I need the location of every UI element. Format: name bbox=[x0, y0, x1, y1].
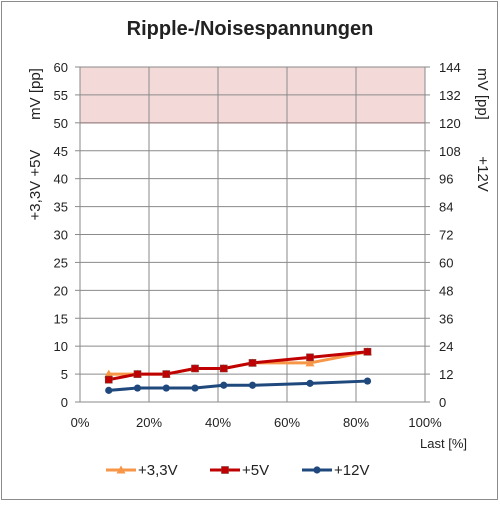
data-point-5v bbox=[133, 370, 142, 378]
y-right-tick-label: 84 bbox=[439, 200, 453, 215]
y-right-tick-label: 36 bbox=[439, 311, 453, 326]
y-axis-right-label-line1: +12V bbox=[474, 156, 491, 191]
x-axis-label: Last [%] bbox=[420, 436, 467, 451]
series-line-5v bbox=[108, 350, 368, 382]
data-point-12v bbox=[191, 384, 199, 392]
x-tick-label: 0% bbox=[71, 415, 90, 430]
plot-area-border bbox=[79, 66, 426, 403]
data-point-5v bbox=[363, 347, 372, 356]
legend-label-3-3v: +3,3V bbox=[138, 462, 178, 479]
data-point-12v bbox=[306, 379, 314, 387]
data-point-5v bbox=[191, 364, 199, 373]
y-right-tick-label: 120 bbox=[439, 116, 461, 131]
legend-marker-3-3v bbox=[116, 465, 126, 474]
y-left-tick-label: 45 bbox=[54, 144, 68, 159]
x-tick-label: 40% bbox=[205, 415, 231, 430]
y-left-tick-label: 55 bbox=[54, 88, 68, 103]
data-point-5v bbox=[219, 364, 228, 373]
y-axis-left-label-line1: +3,3V +5V bbox=[27, 150, 44, 221]
y-left-tick-label: 0 bbox=[61, 395, 68, 410]
x-tick-label: 80% bbox=[343, 415, 369, 430]
y-right-tick-label: 108 bbox=[439, 144, 461, 159]
y-right-tick-label: 0 bbox=[439, 395, 446, 410]
y-right-tick-label: 96 bbox=[439, 172, 453, 187]
legend-marker-5v bbox=[221, 466, 229, 474]
data-point-12v bbox=[133, 384, 142, 392]
y-left-tick-label: 35 bbox=[54, 200, 68, 215]
y-left-tick-label: 15 bbox=[54, 311, 68, 326]
legend-label-12v: +12V bbox=[334, 462, 369, 479]
legend-label-5v: +5V bbox=[242, 462, 269, 479]
y-left-tick-label: 60 bbox=[54, 60, 68, 75]
y-right-tick-label: 60 bbox=[439, 255, 453, 270]
series-line-12v bbox=[108, 379, 368, 392]
y-right-tick-label: 48 bbox=[439, 283, 453, 298]
y-left-tick-label: 20 bbox=[54, 283, 68, 298]
y-axis-left-label-line2: mV [pp] bbox=[27, 68, 44, 120]
y-right-tick-label: 12 bbox=[439, 367, 453, 382]
y-left-tick-label: 25 bbox=[54, 255, 68, 270]
legend-marker-12v bbox=[313, 466, 321, 474]
y-right-tick-label: 144 bbox=[439, 60, 461, 75]
y-left-tick-label: 40 bbox=[54, 172, 68, 187]
y-left-tick-label: 5 bbox=[61, 367, 68, 382]
x-tick-label: 100% bbox=[408, 415, 442, 430]
data-point-3-3v bbox=[305, 358, 315, 367]
data-point-12v bbox=[363, 377, 372, 385]
x-tick-label: 20% bbox=[136, 415, 162, 430]
data-point-5v bbox=[162, 370, 171, 378]
data-point-5v bbox=[306, 353, 314, 362]
y-left-tick-label: 10 bbox=[54, 339, 68, 354]
data-point-3-3v bbox=[104, 369, 114, 378]
data-point-5v bbox=[248, 359, 257, 367]
data-point-12v bbox=[162, 384, 170, 392]
x-tick-label: 60% bbox=[274, 415, 300, 430]
y-left-tick-label: 50 bbox=[54, 116, 68, 131]
y-left-tick-label: 30 bbox=[54, 228, 68, 243]
data-point-12v bbox=[248, 381, 257, 389]
y-right-tick-label: 132 bbox=[439, 88, 461, 103]
chart-title: Ripple-/Noisespannungen bbox=[127, 18, 374, 40]
data-point-12v bbox=[220, 381, 228, 389]
y-axis-right-label-line2: mV [pp] bbox=[474, 68, 491, 120]
data-point-12v bbox=[105, 386, 113, 394]
y-right-tick-label: 72 bbox=[439, 228, 453, 243]
data-point-5v bbox=[104, 375, 113, 384]
y-right-tick-label: 24 bbox=[439, 339, 453, 354]
